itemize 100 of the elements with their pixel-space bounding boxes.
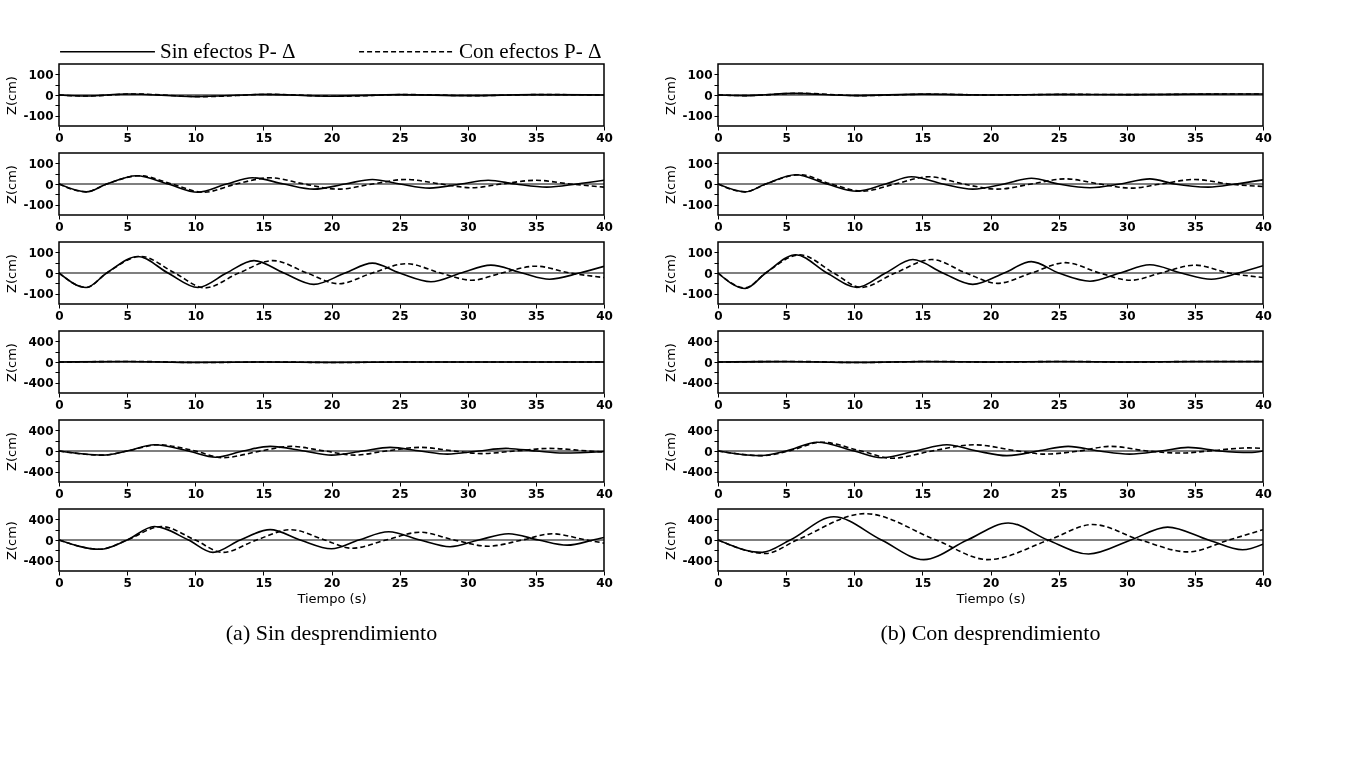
x-tick-label: 0 [714,130,723,145]
y-tick-label: -100 [682,198,713,213]
x-tick-label: 20 [323,130,341,145]
x-tick-label: 40 [596,397,613,412]
x-tick-label: 35 [1187,308,1204,323]
x-tick-label: 15 [255,486,273,501]
y-tick-label: -400 [23,465,54,480]
x-tick-label: 20 [323,219,341,234]
x-tick-label: 5 [123,130,132,145]
y-tick-label: 0 [704,177,713,192]
y-axis-title: Z(cm) [4,343,20,382]
x-tick-label: 0 [55,486,64,501]
x-tick-label: 0 [55,397,64,412]
x-tick-label: 30 [1118,397,1136,412]
x-tick-label: 30 [1118,219,1136,234]
x-tick-label: 30 [459,486,477,501]
y-tick-label: 400 [687,512,713,527]
x-tick-label: 0 [55,575,64,590]
y-axis-title: Z(cm) [4,76,20,115]
x-tick-label: 35 [528,575,545,590]
x-tick-label: 35 [528,397,545,412]
x-tick-label: 40 [596,486,613,501]
x-tick-label: 0 [714,308,723,323]
x-tick-label: 5 [123,397,132,412]
x-tick-label: 5 [123,308,132,323]
x-tick-label: 5 [123,219,132,234]
x-tick-label: 10 [187,219,205,234]
x-tick-label: 25 [1050,397,1068,412]
x-tick-label: 25 [391,219,409,234]
y-axis-title: Z(cm) [4,165,20,204]
y-tick-label: 400 [687,334,713,349]
x-tick-label: 10 [846,219,864,234]
y-tick-label: -100 [23,287,54,302]
y-tick-label: 0 [704,533,713,548]
x-tick-label: 10 [187,130,205,145]
y-axis-title: Z(cm) [4,432,20,471]
x-tick-label: 30 [1118,308,1136,323]
y-tick-label: 100 [687,245,713,260]
y-tick-label: -400 [23,376,54,391]
y-tick-label: 0 [704,266,713,281]
x-tick-label: 10 [846,486,864,501]
text: (a) Sin desprendimiento [225,620,438,645]
x-tick-label: 25 [1050,575,1068,590]
x-tick-label: 40 [1255,575,1272,590]
y-axis-title: Z(cm) [663,343,679,382]
x-tick-label: 15 [255,308,273,323]
y-tick-label: 400 [28,512,54,527]
y-tick-label: 0 [45,533,54,548]
y-tick-label: 100 [28,245,54,260]
x-tick-label: 20 [323,308,341,323]
x-tick-label: 15 [914,486,932,501]
y-tick-label: 0 [704,444,713,459]
x-tick-label: 35 [1187,575,1204,590]
x-tick-label: 10 [187,308,205,323]
x-tick-label: 5 [123,486,132,501]
y-tick-label: -100 [682,109,713,124]
x-tick-label: 40 [1255,397,1272,412]
x-tick-label: 35 [528,308,545,323]
x-tick-label: 20 [323,575,341,590]
x-tick-label: 0 [714,397,723,412]
x-tick-label: 5 [782,219,791,234]
x-tick-label: 10 [846,397,864,412]
x-tick-label: 30 [459,219,477,234]
x-tick-label: 30 [1118,575,1136,590]
y-tick-label: 400 [28,423,54,438]
x-tick-label: 0 [55,308,64,323]
y-tick-label: 0 [45,444,54,459]
x-tick-label: 10 [187,397,205,412]
x-tick-label: 40 [1255,308,1272,323]
x-tick-label: 5 [782,308,791,323]
x-tick-label: 20 [982,130,1000,145]
x-tick-label: 15 [255,575,273,590]
x-tick-label: 5 [782,130,791,145]
y-axis-title: Z(cm) [663,254,679,293]
x-tick-label: 30 [459,575,477,590]
x-tick-label: 35 [528,219,545,234]
x-tick-label: 25 [1050,308,1068,323]
x-tick-label: 15 [914,308,932,323]
y-tick-label: 0 [45,266,54,281]
y-tick-label: 0 [704,88,713,103]
x-tick-label: 20 [982,486,1000,501]
x-tick-label: 40 [596,308,613,323]
y-tick-label: 100 [687,156,713,171]
y-tick-label: -100 [23,109,54,124]
y-tick-label: 400 [28,334,54,349]
y-tick-label: -400 [682,376,713,391]
x-tick-label: 40 [1255,219,1272,234]
x-tick-label: 15 [914,575,932,590]
x-tick-label: 10 [846,575,864,590]
x-tick-label: 20 [982,397,1000,412]
x-tick-label: 40 [596,219,613,234]
x-tick-label: 20 [982,308,1000,323]
x-tick-label: 15 [255,219,273,234]
x-tick-label: 25 [391,130,409,145]
x-tick-label: 35 [1187,397,1204,412]
x-tick-label: 0 [714,575,723,590]
text: (b) Con desprendimiento [880,620,1101,645]
legend-label: Con efectos P- Δ [459,38,602,63]
y-tick-label: -400 [682,554,713,569]
x-tick-label: 15 [914,397,932,412]
